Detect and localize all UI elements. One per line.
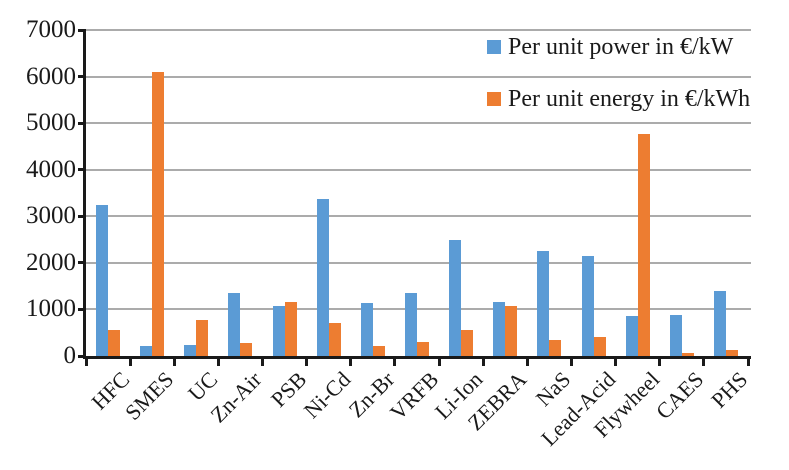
y-tick-5000 (78, 121, 86, 125)
y-tick-4000 (78, 168, 86, 172)
x-tick-11 (569, 356, 573, 366)
bar-energy-Ni-Cd (328, 323, 341, 356)
bar-energy-PSB (284, 302, 297, 356)
x-tick-7 (393, 356, 397, 366)
x-tick-9 (481, 356, 485, 366)
bar-power-Li-Ion (449, 240, 462, 356)
bar-energy-PHS (725, 350, 738, 356)
gridline-7000 (86, 29, 751, 31)
x-tick-5 (305, 356, 309, 366)
y-label-7000: 7000 (26, 16, 76, 43)
y-label-1000: 1000 (26, 295, 76, 323)
legend-swatch-energy-icon (487, 92, 501, 106)
x-tick-1 (128, 356, 132, 366)
bar-power-PSB (272, 306, 285, 356)
bar-energy-Zn-Br (372, 346, 385, 356)
y-tick-3000 (78, 214, 86, 218)
bar-power-UC (184, 345, 197, 356)
bar-power-ZEBRA (493, 302, 506, 356)
bar-power-Ni-Cd (316, 199, 329, 356)
gridline-4000 (86, 168, 751, 171)
x-tick-3 (216, 356, 220, 366)
gridline-3000 (86, 215, 751, 218)
x-tick-12 (614, 356, 618, 366)
gridline-5000 (86, 122, 751, 125)
bar-energy-HFC (108, 330, 121, 356)
bar-power-NaS (537, 251, 550, 356)
bar-energy-Flywheel (637, 134, 650, 356)
y-tick-7000 (78, 28, 86, 32)
legend-entry-energy: Per unit energy in €/kWh (487, 85, 787, 113)
bar-energy-Zn-Air (240, 343, 253, 356)
bar-energy-CAES (681, 353, 694, 356)
bar-energy-Lead-Acid (593, 337, 606, 356)
legend-entry-power: Per unit power in €/kW (487, 33, 787, 61)
y-tick-2000 (78, 261, 86, 265)
bar-energy-ZEBRA (505, 306, 518, 356)
bar-energy-NaS (549, 340, 562, 356)
y-tick-0 (78, 354, 86, 358)
legend-swatch-power-icon (487, 40, 501, 54)
x-tick-4 (261, 356, 265, 366)
legend-label-power: Per unit power in €/kW (508, 34, 734, 60)
x-label-VRFB: VRFB (384, 366, 444, 425)
y-tick-6000 (78, 75, 86, 79)
y-label-6000: 6000 (26, 62, 76, 90)
x-tick-6 (349, 356, 353, 366)
x-tick-14 (702, 356, 706, 366)
bar-power-PHS (713, 291, 726, 356)
legend: Per unit power in €/kW Per unit energy i… (487, 33, 787, 137)
x-tick-10 (525, 356, 529, 366)
y-label-0: 0 (63, 342, 77, 369)
y-label-5000: 5000 (26, 109, 76, 137)
bar-power-CAES (669, 315, 682, 356)
x-tick-15 (746, 356, 750, 366)
plot-inner (86, 29, 751, 356)
y-label-2000: 2000 (26, 248, 76, 276)
bar-energy-UC (196, 320, 209, 356)
x-label-Zn-Air: Zn-Air (205, 366, 267, 428)
bar-power-Zn-Br (360, 303, 373, 356)
bar-energy-Li-Ion (461, 330, 474, 356)
bar-power-HFC (96, 205, 109, 356)
y-tick-1000 (78, 307, 86, 311)
bar-power-VRFB (405, 293, 417, 356)
gridline-1000 (86, 308, 751, 311)
x-tick-13 (658, 356, 662, 366)
bar-power-Zn-Air (228, 293, 241, 356)
x-label-PHS: PHS (705, 366, 753, 413)
x-label-CAES: CAES (650, 366, 709, 425)
legend-label-energy: Per unit energy in €/kWh (508, 86, 751, 112)
x-tick-0 (84, 356, 88, 366)
y-label-3000: 3000 (26, 202, 76, 230)
x-label-SMES: SMES (120, 366, 179, 425)
bar-energy-VRFB (417, 342, 429, 356)
bar-power-SMES (140, 346, 153, 356)
x-tick-2 (172, 356, 176, 366)
x-tick-8 (437, 356, 441, 366)
gridline-6000 (86, 75, 751, 78)
gridline-2000 (86, 261, 751, 264)
x-label-Ni-Cd: Ni-Cd (298, 366, 355, 424)
bar-power-Flywheel (625, 316, 638, 356)
plot-area (83, 29, 751, 359)
bar-energy-SMES (152, 72, 165, 356)
bar-power-Lead-Acid (581, 256, 594, 356)
y-label-4000: 4000 (26, 155, 76, 183)
